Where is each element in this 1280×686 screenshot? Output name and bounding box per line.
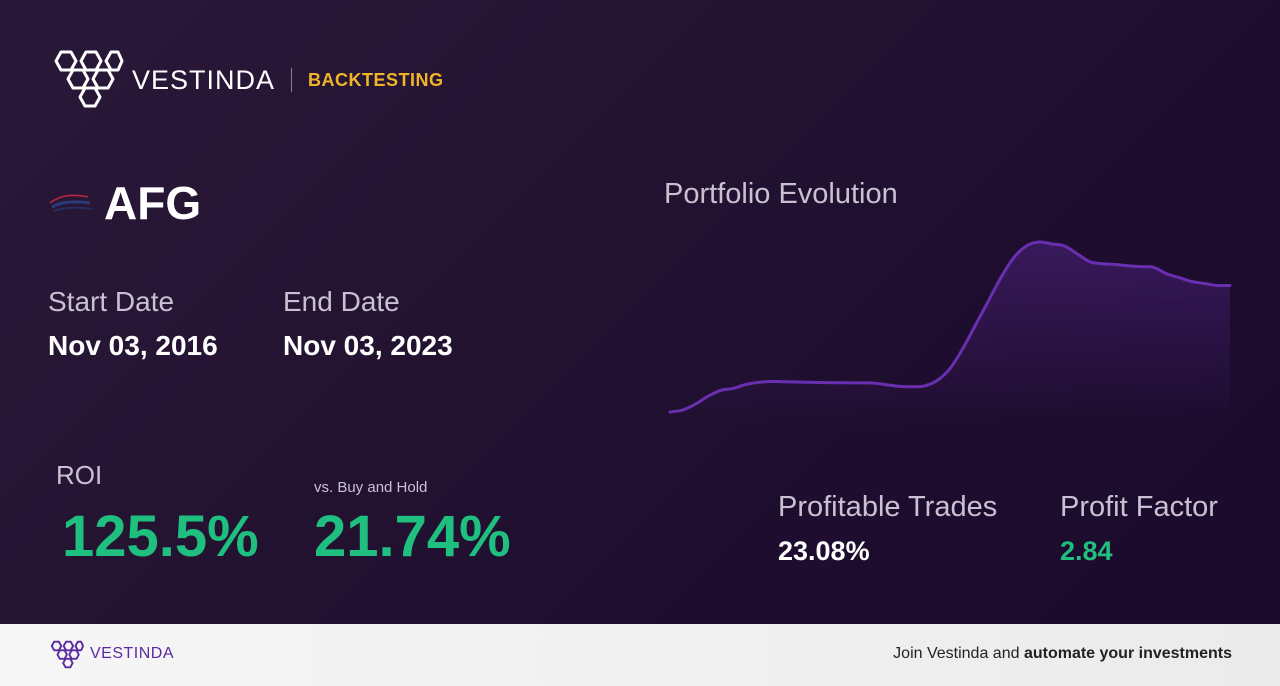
vs-buy-hold-label: vs. Buy and Hold — [314, 479, 428, 496]
ticker-symbol: AFG — [104, 177, 202, 229]
ticker-logo-icon — [49, 194, 93, 212]
brand-divider — [291, 68, 293, 92]
roi-label: ROI — [56, 460, 103, 490]
footer-cta-bold: automate your investments — [1023, 645, 1232, 662]
vs-buy-hold-value: 21.74% — [314, 504, 511, 569]
brand-tag: BACKTESTING — [308, 69, 444, 90]
footer: VESTINDA Join Vestinda and automate your… — [0, 624, 1280, 686]
brand-name: VESTINDA — [132, 64, 276, 95]
end-date-label: End Date — [283, 286, 400, 317]
footer-vestinda-logo-icon — [50, 640, 84, 669]
footer-brand-name: VESTINDA — [90, 645, 175, 662]
footer-cta-prefix: Join Vestinda and — [893, 645, 1024, 662]
start-date-value: Nov 03, 2016 — [48, 330, 218, 361]
vestinda-logo-icon — [54, 50, 124, 108]
profitable-trades-label: Profitable Trades — [778, 491, 998, 523]
profit-factor-label: Profit Factor — [1060, 491, 1218, 523]
portfolio-chart — [668, 240, 1232, 428]
footer-cta[interactable]: Join Vestinda and automate your investme… — [893, 645, 1232, 663]
start-date-label: Start Date — [48, 286, 175, 317]
profit-factor-value: 2.84 — [1060, 536, 1113, 566]
profitable-trades-value: 23.08% — [778, 536, 870, 566]
ticker: AFG — [48, 176, 201, 230]
end-date-value: Nov 03, 2023 — [283, 330, 453, 361]
roi-value: 125.5% — [62, 504, 259, 569]
chart-series-line — [668, 240, 1232, 414]
brand-header: VESTINDA BACKTESTING — [48, 48, 444, 112]
chart-title: Portfolio Evolution — [664, 178, 898, 210]
chart-area-fill — [670, 241, 1230, 428]
share-card: VESTINDA BACKTESTING AFG Start Date Nov … — [0, 0, 1280, 624]
